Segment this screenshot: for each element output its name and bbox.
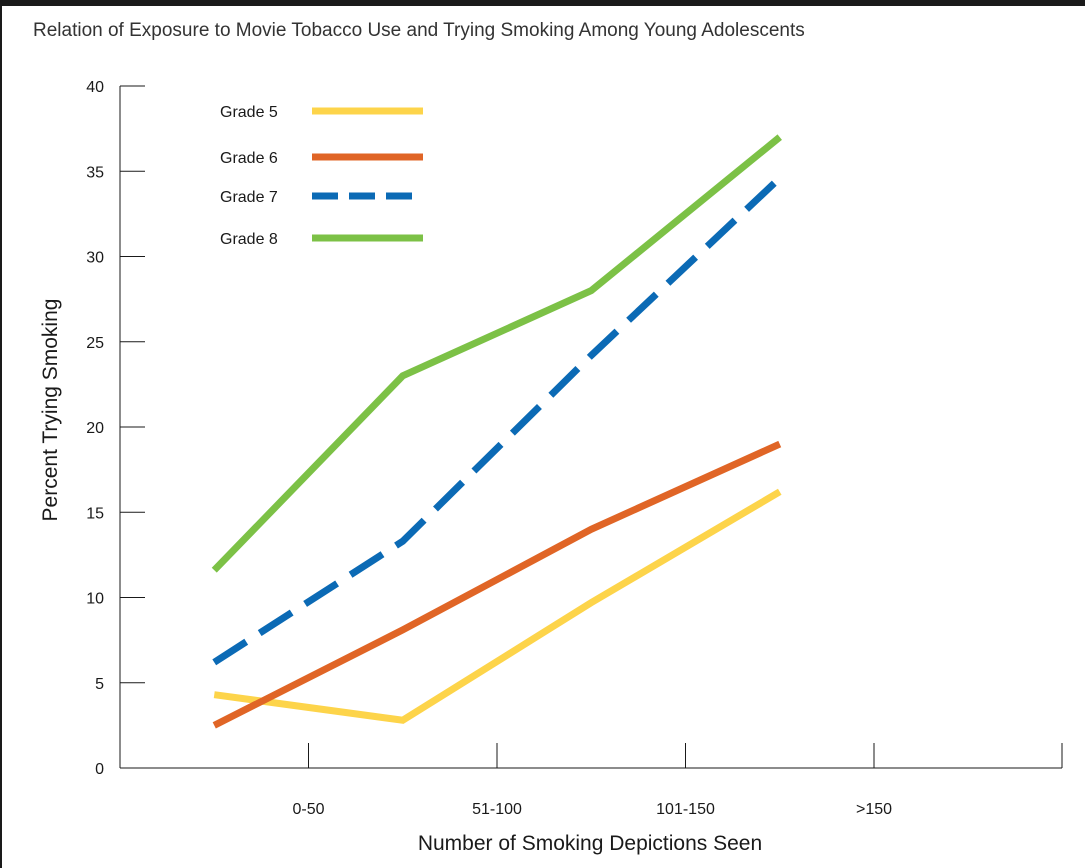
x-tick-label: >150 (856, 801, 892, 818)
series-line-grade-7 (212, 175, 783, 666)
y-axis-ticks: 0 5 10 15 20 25 30 35 40 (86, 79, 145, 778)
y-axis-title: Percent Trying Smoking (39, 299, 62, 522)
x-tick-label: 0-50 (292, 801, 324, 818)
y-tick-label: 5 (95, 676, 104, 693)
y-tick-label: 15 (86, 505, 104, 522)
legend: Grade 5 Grade 6 Grade 7 Grade 8 (220, 104, 423, 248)
y-tick-label: 0 (95, 761, 104, 778)
series-line-grade-5 (213, 488, 782, 724)
y-tick-label: 35 (86, 164, 104, 181)
y-tick-label: 40 (86, 79, 104, 96)
series-line-grade-6 (212, 440, 782, 729)
legend-label: Grade 8 (220, 231, 278, 248)
y-tick-label: 25 (86, 335, 104, 352)
x-axis-title: Number of Smoking Depictions Seen (418, 832, 762, 855)
y-tick-label: 10 (86, 591, 104, 608)
chart-title: Relation of Exposure to Movie Tobacco Us… (33, 20, 805, 41)
y-tick-label: 30 (86, 250, 104, 267)
legend-label: Grade 5 (220, 104, 278, 121)
x-axis-ticks: 0-50 51-100 101-150 >150 (292, 743, 1063, 818)
legend-label: Grade 7 (220, 189, 278, 206)
series-lines (211, 134, 783, 729)
series-line-grade-8 (211, 134, 782, 573)
x-tick-label: 51-100 (472, 801, 522, 818)
y-tick-label: 20 (86, 420, 104, 437)
x-tick-label: 101-150 (656, 801, 715, 818)
legend-label: Grade 6 (220, 150, 278, 167)
